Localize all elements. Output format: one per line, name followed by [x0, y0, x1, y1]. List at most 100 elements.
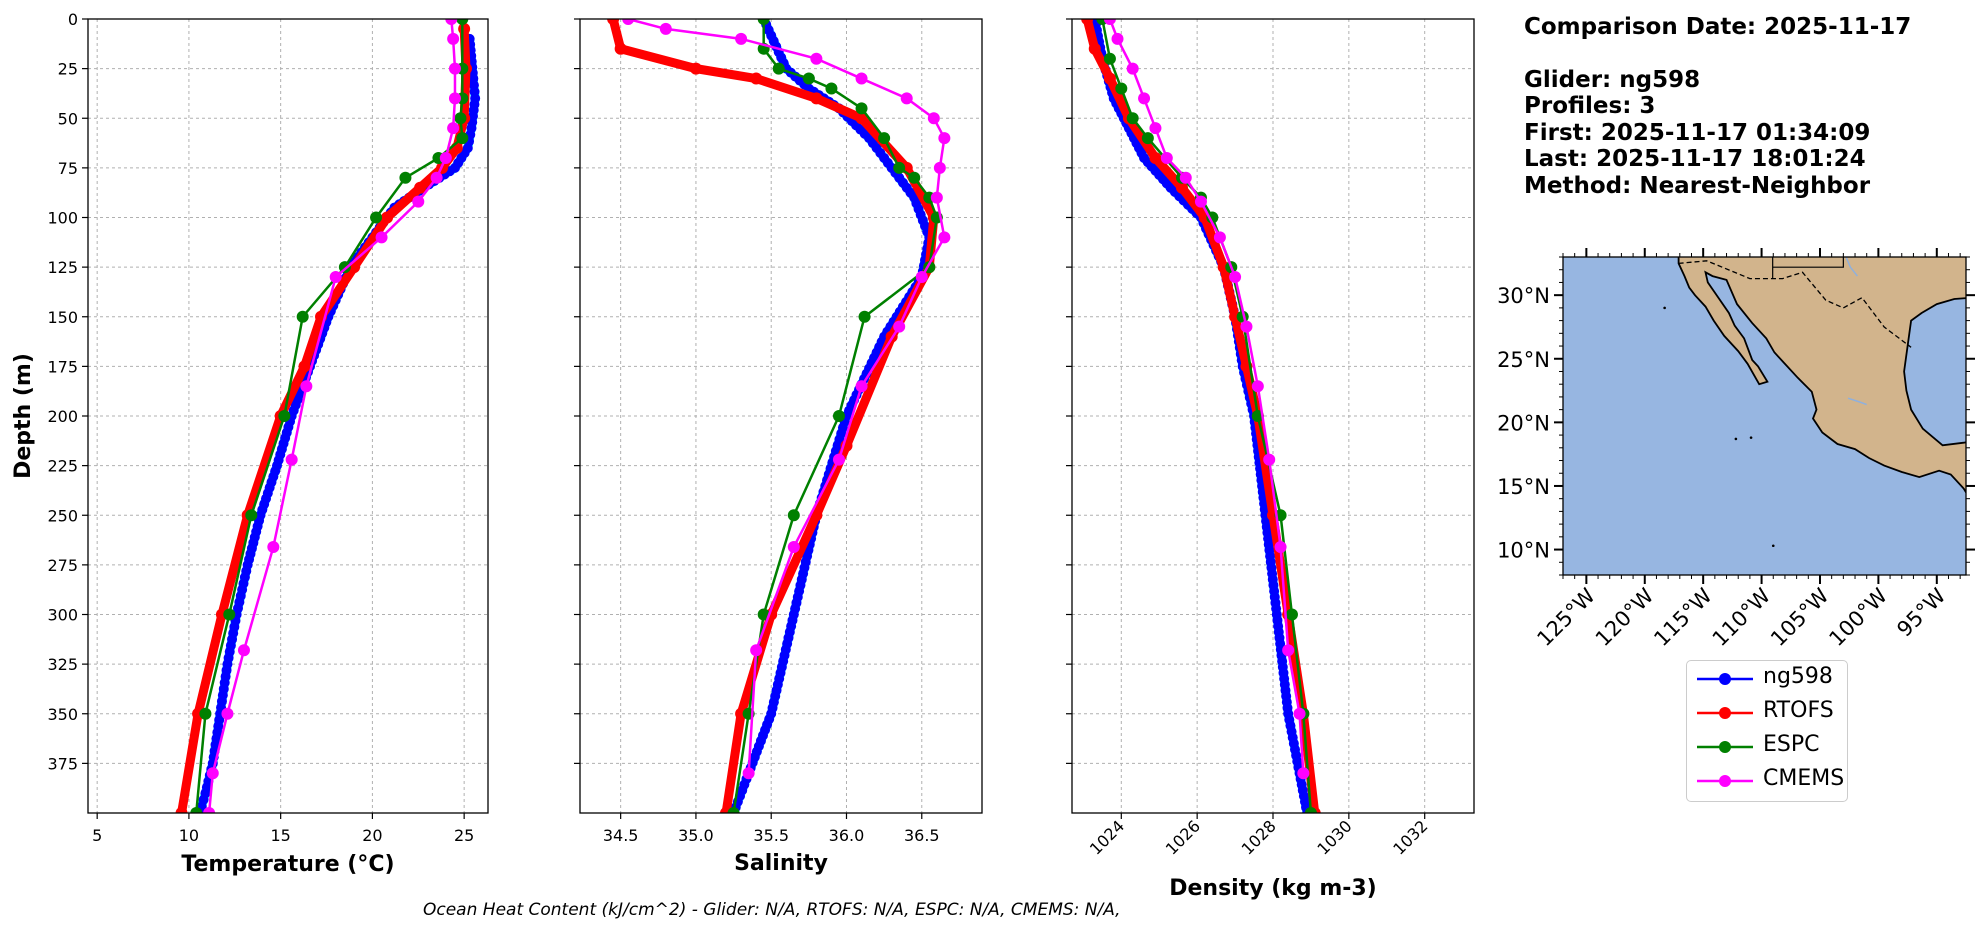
point-cmems	[203, 807, 216, 813]
x-tick-label: 1032	[1389, 816, 1431, 858]
panel-temperature: 5 10 15 20 250255075100125150175200225250275…	[11, 10, 489, 877]
point-espc	[1103, 52, 1116, 65]
point-cmems	[1229, 271, 1242, 284]
point-espc	[454, 112, 467, 125]
point-cmems	[1293, 707, 1306, 720]
island	[1663, 306, 1666, 310]
point-cmems	[1213, 231, 1226, 244]
point-rtofs	[810, 92, 823, 105]
point-cmems	[1111, 32, 1124, 45]
point-cmems	[448, 92, 461, 105]
x-tick-label: 35.0	[678, 826, 714, 845]
point-rtofs	[1081, 19, 1094, 25]
point-cmems	[1126, 62, 1139, 75]
map-lat-label: 25°N	[1497, 348, 1550, 372]
point-espc	[1115, 82, 1128, 95]
legend-item-ng598: ng598	[1695, 664, 1845, 694]
point-cmems	[855, 380, 868, 393]
x-tick-label: 35.5	[753, 826, 789, 845]
point-cmems	[735, 32, 748, 45]
plot-area-salinity	[607, 19, 951, 813]
map-lat-label: 15°N	[1497, 475, 1550, 499]
point-espc	[757, 608, 770, 621]
y-tick-label: 375	[47, 754, 78, 773]
y-tick-label: 125	[47, 258, 78, 277]
glider-name: Glider: ng598	[1524, 66, 1701, 93]
point-espc	[858, 310, 871, 323]
point-espc	[278, 410, 291, 422]
point-rtofs	[810, 509, 823, 522]
point-espc	[802, 72, 815, 85]
point-espc	[456, 132, 469, 145]
map-lat-label: 10°N	[1497, 539, 1550, 563]
profiles-count: Profiles: 3	[1524, 93, 1656, 119]
y-tick-label: 25	[58, 60, 78, 79]
y-tick-label: 250	[47, 506, 78, 525]
river	[1845, 257, 1858, 277]
point-espc	[832, 410, 845, 422]
point-rtofs	[298, 360, 311, 373]
legend-item-cmems: CMEMS	[1695, 766, 1845, 796]
point-cmems	[1251, 380, 1264, 393]
point-cmems	[430, 171, 443, 184]
point-cmems	[285, 453, 298, 466]
x-tick-label: 15	[270, 826, 290, 845]
map-lat-label: 30°N	[1497, 284, 1550, 308]
gulf-of-mexico	[1903, 297, 1966, 447]
point-cmems	[938, 132, 951, 145]
point-rtofs	[607, 19, 620, 25]
point-cmems	[447, 32, 460, 45]
point-espc	[1126, 112, 1139, 125]
mexico-land	[1677, 257, 1966, 494]
point-cmems	[1138, 92, 1151, 105]
point-cmems	[237, 644, 250, 657]
legend-label: ESPC	[1763, 732, 1820, 757]
y-tick-label: 100	[47, 209, 78, 228]
point-espc	[772, 62, 785, 75]
point-cmems	[445, 19, 458, 25]
point-cmems	[1103, 19, 1116, 25]
map-lon-label: 95°W	[1892, 583, 1950, 641]
y-tick-label: 150	[47, 308, 78, 327]
map-lon-label: 115°W	[1649, 583, 1717, 651]
point-rtofs	[1175, 181, 1188, 194]
point-cmems	[622, 19, 635, 25]
x-tick-label: 1030	[1313, 816, 1355, 858]
y-tick-label: 350	[47, 705, 78, 724]
x-tick-label: 1024	[1086, 816, 1128, 858]
map-lon-label: 105°W	[1766, 583, 1834, 651]
first-time: First: 2025-11-17 01:34:09	[1524, 119, 1871, 146]
point-cmems	[1297, 767, 1310, 780]
y-tick-label: 200	[47, 407, 78, 426]
point-cmems	[750, 644, 763, 657]
location-map: 30°N 25°N 20°N 15°N 10°N 125°W120°W115°W110°W…	[1497, 248, 1975, 651]
point-espc	[456, 19, 469, 25]
point-cmems	[447, 122, 460, 135]
point-espc	[296, 310, 309, 323]
point-cmems	[915, 271, 928, 284]
legend-label: CMEMS	[1763, 766, 1845, 791]
point-espc	[1304, 807, 1317, 813]
x-tick-label: 25	[454, 826, 474, 845]
y-tick-label: 325	[47, 655, 78, 674]
point-rtofs	[381, 211, 394, 224]
x-tick-label: 1028	[1238, 816, 1280, 858]
point-cmems	[1160, 151, 1173, 164]
point-cmems	[938, 231, 951, 244]
point-rtofs	[855, 112, 868, 125]
point-cmems	[221, 707, 234, 720]
x-axis-label-text: Temperature (°C)	[181, 852, 394, 877]
point-espc	[199, 707, 212, 720]
info-panel: Comparison Date: 2025-11-17 Glider: ng59…	[1524, 14, 1911, 199]
point-espc	[1141, 132, 1154, 145]
plot-area-temperature	[175, 19, 481, 813]
river	[1847, 397, 1867, 406]
legend-marker-espc	[1697, 741, 1753, 753]
y-tick-label: 0	[68, 10, 78, 29]
ohc-footer: Ocean Heat Content (kJ/cm^2) - Glider: N…	[423, 900, 1121, 920]
x-tick-label: 36.0	[829, 826, 865, 845]
island	[1771, 544, 1775, 548]
x-axis-label: Density (kg m-3)	[1169, 876, 1377, 901]
point-rtofs	[1103, 72, 1116, 85]
point-rtofs	[175, 807, 188, 813]
